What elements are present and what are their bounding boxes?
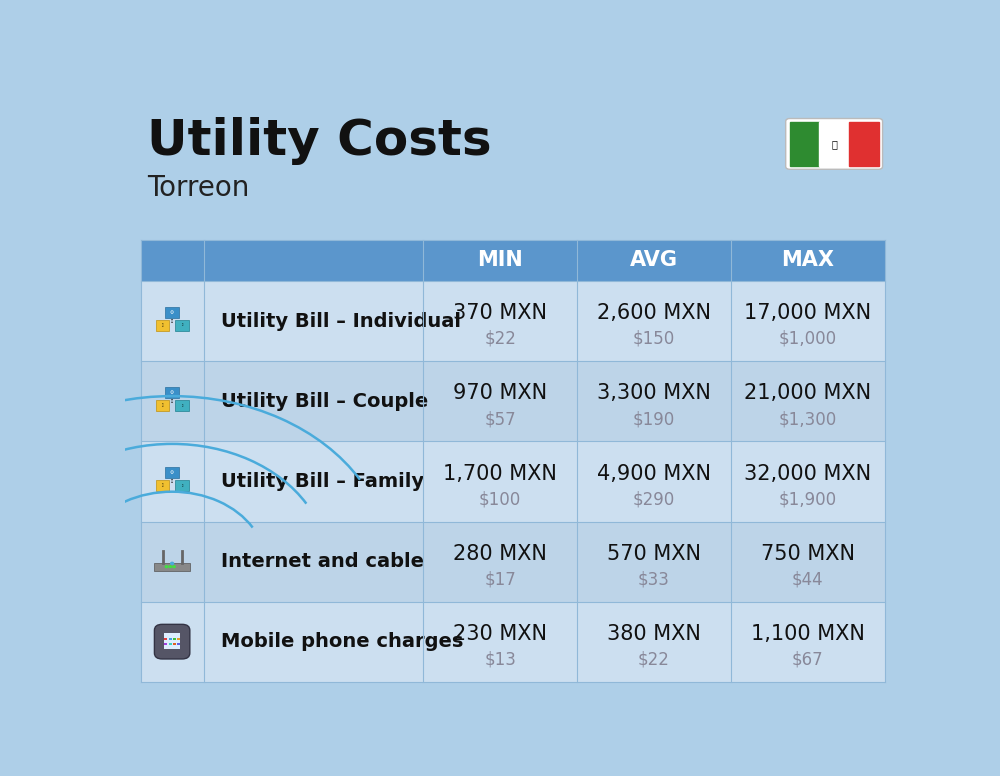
Text: 570 MXN: 570 MXN bbox=[607, 543, 701, 563]
Bar bbox=[154, 563, 190, 570]
Text: 🧑: 🧑 bbox=[171, 400, 173, 404]
Text: $22: $22 bbox=[638, 650, 670, 668]
FancyBboxPatch shape bbox=[154, 625, 190, 659]
Bar bbox=[177, 638, 180, 640]
Text: Mobile phone charges: Mobile phone charges bbox=[221, 632, 464, 651]
Text: $44: $44 bbox=[792, 570, 823, 588]
Text: AVG: AVG bbox=[630, 251, 678, 270]
Text: ⚙: ⚙ bbox=[170, 390, 174, 395]
Text: 380 MXN: 380 MXN bbox=[607, 624, 701, 643]
Text: 230 MXN: 230 MXN bbox=[453, 624, 547, 643]
Text: 21,000 MXN: 21,000 MXN bbox=[744, 383, 871, 404]
Text: $1,900: $1,900 bbox=[779, 490, 837, 508]
Text: 🔌: 🔌 bbox=[161, 324, 163, 327]
Circle shape bbox=[165, 566, 168, 567]
Bar bbox=[164, 638, 167, 640]
Bar bbox=[173, 643, 176, 646]
Bar bbox=[577, 240, 731, 282]
Bar bbox=[140, 521, 885, 601]
Text: 2,600 MXN: 2,600 MXN bbox=[597, 303, 711, 324]
Bar bbox=[156, 320, 169, 331]
FancyBboxPatch shape bbox=[786, 119, 883, 169]
Bar bbox=[423, 240, 577, 282]
Bar bbox=[164, 643, 167, 646]
Text: 32,000 MXN: 32,000 MXN bbox=[744, 463, 871, 483]
Bar bbox=[164, 633, 180, 650]
Text: $1,300: $1,300 bbox=[778, 410, 837, 428]
Text: Utility Bill – Individual: Utility Bill – Individual bbox=[221, 312, 461, 331]
Text: 750 MXN: 750 MXN bbox=[761, 543, 855, 563]
Text: 🦅: 🦅 bbox=[831, 139, 837, 149]
Text: 370 MXN: 370 MXN bbox=[453, 303, 547, 324]
Text: $1,000: $1,000 bbox=[779, 330, 837, 348]
Circle shape bbox=[171, 563, 174, 564]
Text: $150: $150 bbox=[633, 330, 675, 348]
Bar bbox=[731, 240, 885, 282]
Text: 🚿: 🚿 bbox=[181, 484, 183, 487]
Text: Utility Costs: Utility Costs bbox=[147, 117, 491, 165]
Bar bbox=[175, 400, 189, 411]
Text: 17,000 MXN: 17,000 MXN bbox=[744, 303, 871, 324]
Text: 🚿: 🚿 bbox=[181, 324, 183, 327]
Bar bbox=[140, 240, 204, 282]
Text: $290: $290 bbox=[633, 490, 675, 508]
Text: 🔌: 🔌 bbox=[161, 483, 163, 487]
Text: 1,100 MXN: 1,100 MXN bbox=[751, 624, 865, 643]
Circle shape bbox=[169, 566, 171, 567]
Bar bbox=[790, 122, 819, 166]
Text: 970 MXN: 970 MXN bbox=[453, 383, 547, 404]
Circle shape bbox=[173, 566, 175, 567]
Text: $22: $22 bbox=[484, 330, 516, 348]
Text: 🧑: 🧑 bbox=[171, 320, 173, 324]
Text: 🔌: 🔌 bbox=[161, 404, 163, 407]
Text: MIN: MIN bbox=[477, 251, 523, 270]
Bar bbox=[165, 467, 179, 478]
Text: 3,300 MXN: 3,300 MXN bbox=[597, 383, 711, 404]
Text: 1,700 MXN: 1,700 MXN bbox=[443, 463, 557, 483]
Bar bbox=[165, 386, 179, 398]
Bar bbox=[173, 638, 176, 640]
Text: $100: $100 bbox=[479, 490, 521, 508]
Bar bbox=[140, 282, 885, 362]
Text: Internet and cable: Internet and cable bbox=[221, 552, 424, 571]
Text: $57: $57 bbox=[484, 410, 516, 428]
Bar bbox=[849, 122, 879, 166]
Bar bbox=[819, 122, 849, 166]
Bar bbox=[177, 643, 180, 646]
Text: $17: $17 bbox=[484, 570, 516, 588]
Text: 280 MXN: 280 MXN bbox=[453, 543, 547, 563]
Bar bbox=[169, 643, 172, 646]
Bar bbox=[175, 480, 189, 490]
Text: 4,900 MXN: 4,900 MXN bbox=[597, 463, 711, 483]
Text: ⚙: ⚙ bbox=[170, 469, 174, 475]
Bar bbox=[175, 320, 189, 331]
Text: Torreon: Torreon bbox=[147, 174, 249, 202]
Text: Utility Bill – Family: Utility Bill – Family bbox=[221, 472, 424, 491]
Bar bbox=[204, 240, 423, 282]
Text: ⚙: ⚙ bbox=[170, 310, 174, 315]
Bar bbox=[169, 638, 172, 640]
Bar bbox=[156, 480, 169, 490]
Text: $33: $33 bbox=[638, 570, 670, 588]
Text: MAX: MAX bbox=[781, 251, 834, 270]
Bar bbox=[140, 601, 885, 681]
Text: 🧑: 🧑 bbox=[171, 480, 173, 483]
Bar bbox=[140, 442, 885, 521]
Text: Utility Bill – Couple: Utility Bill – Couple bbox=[221, 392, 429, 411]
Text: $13: $13 bbox=[484, 650, 516, 668]
Bar bbox=[156, 400, 169, 411]
Bar bbox=[165, 307, 179, 317]
Text: 🚿: 🚿 bbox=[181, 404, 183, 407]
Bar bbox=[140, 362, 885, 442]
Text: $67: $67 bbox=[792, 650, 823, 668]
Text: $190: $190 bbox=[633, 410, 675, 428]
